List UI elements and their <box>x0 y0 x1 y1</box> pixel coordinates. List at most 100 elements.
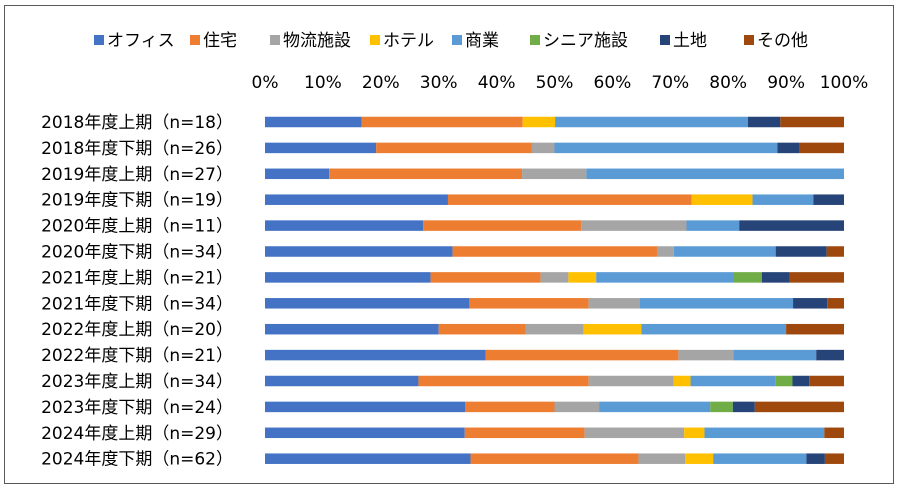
legend: オフィス 住宅 物流施設 ホテル 商業 シニア施設 土地 その他 <box>94 31 808 51</box>
bar-segment <box>704 427 825 439</box>
category-label: 2021年度上期（n=21） <box>41 268 233 288</box>
bar-segment <box>733 272 762 283</box>
bar-segment <box>813 194 844 205</box>
legend-label-5: 商業 <box>465 31 499 51</box>
category-label: 2020年度上期（n=11） <box>41 217 233 237</box>
bar-segment <box>584 427 685 439</box>
bar-segment <box>786 323 844 335</box>
bar-segment <box>265 272 431 283</box>
legend-swatch-5 <box>452 35 462 45</box>
bar-segment <box>806 453 825 464</box>
bar-segment <box>568 272 597 283</box>
bar-segment <box>423 220 582 231</box>
bar-segment <box>809 375 844 387</box>
x-tick-label: 50% <box>536 73 574 93</box>
bar-segment <box>754 401 844 413</box>
legend-swatch-8 <box>744 35 754 45</box>
bar-segment <box>673 246 776 257</box>
x-tick-label: 60% <box>594 73 632 93</box>
bar-segment <box>265 220 424 231</box>
bar-segment <box>775 246 827 257</box>
bar-segment <box>583 323 642 335</box>
bar-segment <box>522 168 587 180</box>
bar-segment <box>265 298 470 309</box>
category-label: 2021年度下期（n=34） <box>41 294 233 314</box>
bar-segment <box>793 298 828 309</box>
legend-swatch-4 <box>370 35 380 45</box>
category-label: 2024年度下期（n=62） <box>41 450 233 470</box>
legend-label-4: ホテル <box>383 31 434 51</box>
legend-label-1: オフィス <box>107 31 175 51</box>
category-label: 2018年度下期（n=26） <box>41 139 233 159</box>
legend-swatch-1 <box>94 35 104 45</box>
bar-segment <box>639 298 794 309</box>
legend-label-8: その他 <box>757 31 808 51</box>
bar-segment <box>739 220 844 231</box>
bar-segment <box>265 401 466 413</box>
bar-segment <box>824 427 844 439</box>
x-tick-label: 80% <box>709 73 747 93</box>
bar-segment <box>792 375 810 387</box>
bar-segment <box>465 401 555 413</box>
x-tick-label: 90% <box>767 73 805 93</box>
bars <box>265 116 844 464</box>
bar-segment <box>418 375 589 387</box>
bar-segment <box>673 375 691 387</box>
bar-segment <box>690 375 776 387</box>
bar-segment <box>438 323 526 335</box>
bar-segment <box>789 272 844 283</box>
bar-segment <box>447 194 692 205</box>
category-label: 2022年度上期（n=20） <box>41 320 233 340</box>
bar-segment <box>522 116 556 128</box>
bar-segment <box>691 194 753 205</box>
category-label: 2023年度上期（n=34） <box>41 372 233 392</box>
bar-segment <box>485 349 679 361</box>
category-label: 2024年度上期（n=29） <box>41 424 233 444</box>
bar-segment <box>265 142 377 154</box>
bar-segment <box>265 375 419 387</box>
bar-segment <box>554 142 778 154</box>
bar-segment <box>588 375 674 387</box>
bar-segment <box>265 194 448 205</box>
category-label: 2018年度上期（n=18） <box>41 113 233 133</box>
x-axis-tick-labels: 0% 10% 20% 30% 40% 50% 60% 70% 80% 90% 100% <box>252 73 869 93</box>
category-label: 2022年度下期（n=21） <box>41 346 233 366</box>
bar-segment <box>710 401 733 413</box>
bar-segment <box>684 427 705 439</box>
bar-segment <box>752 194 814 205</box>
bar-segment <box>265 323 439 335</box>
bar-segment <box>265 168 330 180</box>
bar-segment <box>678 349 734 361</box>
x-tick-label: 70% <box>651 73 689 93</box>
bar-segment <box>638 453 686 464</box>
category-labels: 2018年度上期（n=18） 2018年度下期（n=26） 2019年度上期（n=2… <box>41 113 233 470</box>
bar-segment <box>554 401 600 413</box>
bar-segment <box>531 142 555 154</box>
bar-segment <box>581 220 687 231</box>
legend-label-6: シニア施設 <box>543 31 628 51</box>
bar-segment <box>827 298 844 309</box>
bar-segment <box>329 168 523 180</box>
bar-segment <box>525 323 584 335</box>
bar-segment <box>686 220 740 231</box>
bar-segment <box>826 246 844 257</box>
x-tick-label: 10% <box>304 73 342 93</box>
bar-segment <box>586 168 844 180</box>
bar-segment <box>430 272 541 283</box>
legend-label-3: 物流施設 <box>283 31 351 51</box>
bar-segment <box>265 453 471 464</box>
x-tick-label: 30% <box>420 73 458 93</box>
category-label: 2023年度下期（n=24） <box>41 398 233 418</box>
bar-segment <box>685 453 714 464</box>
bar-segment <box>816 349 844 361</box>
x-tick-label: 0% <box>252 73 279 93</box>
bar-segment <box>777 142 800 154</box>
bar-segment <box>596 272 734 283</box>
bar-segment <box>799 142 844 154</box>
bar-segment <box>656 246 674 257</box>
legend-label-7: 土地 <box>673 31 707 51</box>
bar-segment <box>761 272 790 283</box>
bar-segment <box>265 349 486 361</box>
legend-swatch-7 <box>660 35 670 45</box>
